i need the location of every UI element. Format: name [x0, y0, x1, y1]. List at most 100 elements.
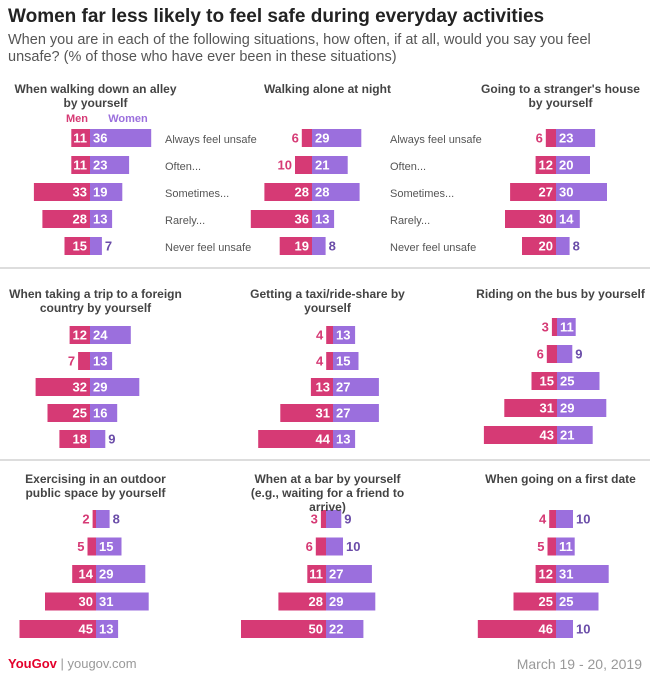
bar-men — [477, 620, 556, 638]
legend-men: Men — [66, 113, 88, 125]
value-label: 10 — [576, 621, 590, 636]
bar-men — [513, 592, 556, 611]
value-label: 30 — [559, 184, 573, 199]
value-label: 24 — [93, 327, 108, 342]
value-label: 15 — [336, 353, 350, 368]
bar-men — [71, 129, 90, 147]
value-label: 23 — [93, 157, 107, 172]
bar-women — [90, 183, 123, 201]
value-label: 11 — [73, 130, 87, 145]
value-label: 13 — [315, 211, 329, 226]
bar-women — [326, 565, 372, 583]
bar-women — [333, 326, 356, 344]
bar-women — [312, 129, 362, 147]
value-label: 36 — [295, 211, 309, 226]
value-label: 29 — [329, 594, 343, 609]
bar-women — [326, 592, 376, 611]
value-label: 22 — [329, 621, 343, 636]
category-label: Always feel unsafe — [165, 134, 257, 146]
bar-men — [33, 183, 90, 201]
value-label: 29 — [315, 130, 329, 145]
value-label: 30 — [539, 211, 553, 226]
bar-women — [556, 537, 575, 556]
bar-women — [556, 592, 599, 611]
value-label: 14 — [79, 566, 94, 581]
bar-women — [312, 237, 326, 255]
legend-women: Women — [108, 113, 148, 125]
url: yougov.com — [67, 656, 137, 671]
value-label: 27 — [336, 405, 350, 420]
value-label: 28 — [315, 184, 329, 199]
bar-women — [90, 352, 113, 370]
value-label: 13 — [316, 379, 330, 394]
subtitle: When you are in each of the following si… — [8, 32, 591, 65]
value-label: 6 — [292, 130, 299, 145]
value-label: 31 — [559, 566, 573, 581]
bar-women — [96, 565, 146, 583]
bar-men — [535, 565, 556, 583]
bar-men — [295, 156, 312, 174]
value-label: 10 — [346, 539, 360, 554]
value-label: 36 — [93, 130, 107, 145]
value-label: 9 — [108, 431, 115, 446]
value-label: 43 — [540, 427, 554, 442]
value-label: 25 — [559, 594, 573, 609]
value-label: 11 — [73, 157, 87, 172]
value-label: 7 — [105, 238, 112, 253]
bar-men — [505, 210, 556, 228]
bar-men — [547, 537, 556, 556]
bar-women — [556, 620, 573, 638]
value-label: 28 — [73, 211, 87, 226]
category-label: Often... — [390, 161, 426, 173]
value-label: 8 — [113, 511, 120, 526]
date: March 19 - 20, 2019 — [516, 656, 642, 672]
value-label: 9 — [575, 346, 582, 361]
value-label: 32 — [73, 379, 87, 394]
chart-title: Getting a taxi/ride-share by yourself — [250, 287, 405, 315]
chart-title: When going on a first date — [485, 472, 636, 486]
value-label: 11 — [309, 566, 323, 581]
value-label: 18 — [73, 431, 87, 446]
value-label: 4 — [316, 353, 324, 368]
chart-title: Riding on the bus by yourself — [476, 287, 645, 301]
value-label: 28 — [295, 184, 309, 199]
bar-women — [556, 129, 596, 147]
value-label: 29 — [93, 379, 107, 394]
value-label: 3 — [542, 319, 549, 334]
value-label: 3 — [311, 511, 318, 526]
value-label: 23 — [559, 130, 573, 145]
bar-men — [87, 537, 96, 556]
bar-men — [42, 210, 90, 228]
value-label: 13 — [336, 431, 350, 446]
brand: YouGov — [8, 656, 57, 671]
category-label: Sometimes... — [165, 188, 229, 200]
bar-men — [315, 537, 326, 556]
bar-men — [19, 620, 96, 638]
bar-men — [546, 345, 557, 363]
category-label: Always feel unsafe — [390, 134, 482, 146]
value-label: 13 — [93, 211, 107, 226]
category-label: Rarely... — [165, 215, 205, 227]
value-label: 45 — [79, 621, 93, 636]
bar-men — [241, 620, 326, 638]
bar-women — [556, 210, 580, 228]
bar-men — [545, 129, 556, 147]
title: Women far less likely to feel safe durin… — [8, 6, 545, 27]
bar-women — [556, 510, 573, 528]
bar-women — [90, 404, 118, 422]
value-label: 29 — [99, 566, 113, 581]
bar-women — [333, 352, 359, 370]
category-label: Rarely... — [390, 215, 430, 227]
value-label: 31 — [316, 405, 330, 420]
value-label: 10 — [576, 511, 590, 526]
value-label: 25 — [560, 373, 574, 388]
value-label: 15 — [540, 373, 554, 388]
category-label: Never feel unsafe — [165, 242, 251, 254]
value-label: 50 — [309, 621, 323, 636]
bar-women — [557, 318, 576, 336]
category-label: Never feel unsafe — [390, 242, 476, 254]
value-label: 13 — [336, 327, 350, 342]
value-label: 33 — [73, 184, 87, 199]
value-label: 31 — [540, 400, 554, 415]
